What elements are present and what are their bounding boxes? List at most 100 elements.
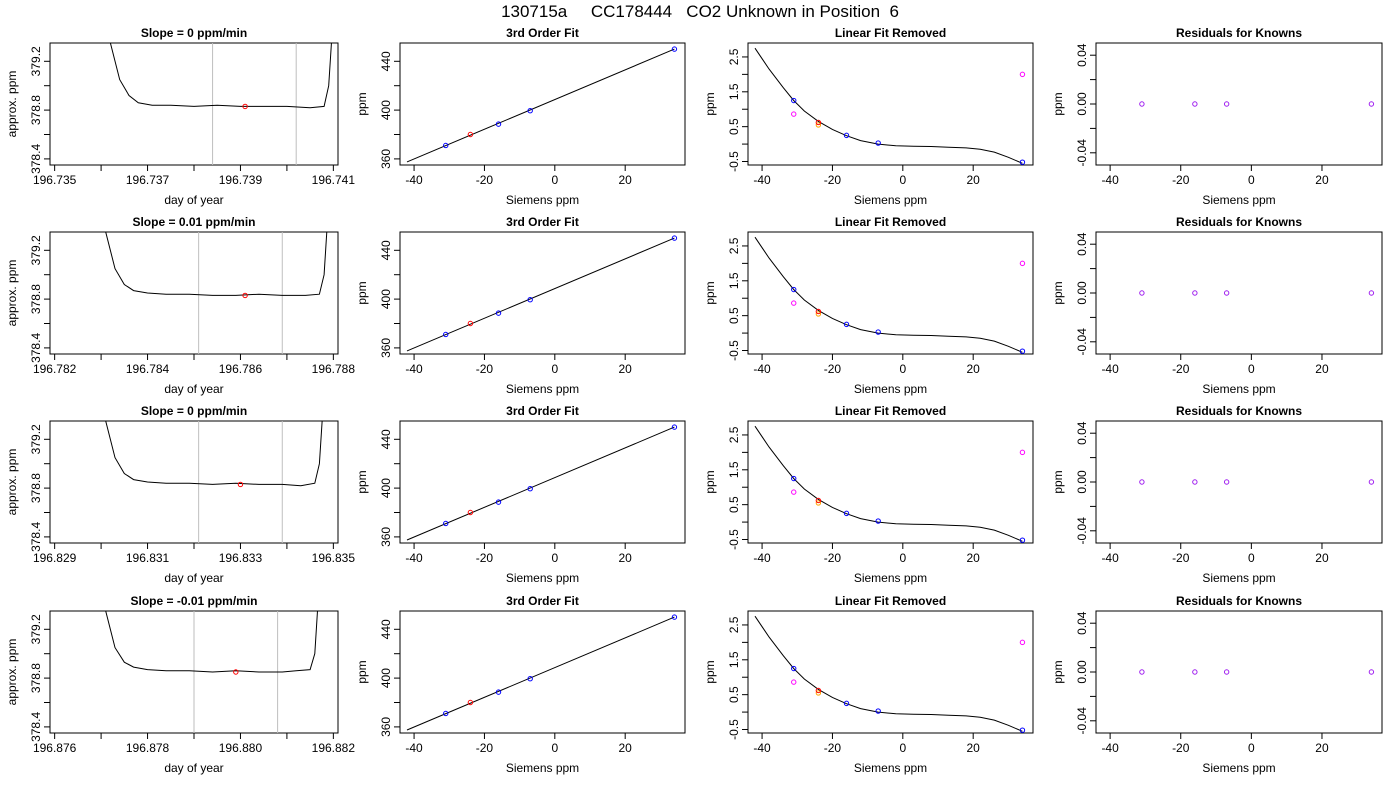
x-tick-label: 0 <box>899 551 906 565</box>
y-tick-label: 360 <box>379 338 393 358</box>
x-axis-label: Siemens ppm <box>1202 193 1275 207</box>
x-tick-label: 20 <box>619 551 633 565</box>
x-tick-label: 20 <box>967 362 981 376</box>
alternate-fit-point <box>791 679 797 685</box>
y-tick-label: 400 <box>379 289 393 309</box>
x-tick-label: 196.735 <box>33 173 77 187</box>
x-tick-label: 20 <box>1315 173 1329 187</box>
x-tick-label: -40 <box>405 741 423 755</box>
x-tick-label: 196.882 <box>312 741 356 755</box>
x-tick-label: 196.784 <box>126 362 170 376</box>
y-axis-label: ppm <box>355 470 369 493</box>
y-tick-label: 2.5 <box>727 616 741 633</box>
panel-title: Residuals for Knowns <box>1176 594 1302 608</box>
window-mean-marker <box>242 292 248 299</box>
y-tick-label: 0.04 <box>1075 232 1089 256</box>
unknown-sample-point <box>467 699 474 706</box>
plot-frame <box>399 420 686 544</box>
x-tick-label: -20 <box>1172 362 1190 376</box>
x-tick-label: 196.829 <box>33 551 77 565</box>
y-tick-label: -0.5 <box>727 719 741 740</box>
x-axis-label: day of year <box>164 382 223 396</box>
known-residual-point <box>1139 479 1145 485</box>
known-standard-point <box>671 46 678 52</box>
x-tick-label: 196.786 <box>219 362 263 376</box>
y-tick-label: 0.00 <box>1075 281 1089 305</box>
residual-curve <box>754 425 1023 542</box>
y-axis-label: ppm <box>703 470 717 493</box>
x-tick-label: 20 <box>619 173 633 187</box>
x-tick-label: -40 <box>1101 741 1119 755</box>
known-residual-point <box>1139 290 1145 296</box>
x-tick-label: 0 <box>1248 362 1255 376</box>
concentration-trace <box>105 421 323 487</box>
y-tick-label: 379.2 <box>29 46 43 76</box>
y-tick-label: 379.2 <box>29 424 43 454</box>
alternate-fit-point <box>1019 260 1026 267</box>
x-tick-label: 0 <box>551 551 558 565</box>
y-tick-label: -0.04 <box>1075 707 1089 735</box>
known-standard-point <box>443 331 449 338</box>
x-tick-label: 20 <box>619 362 633 376</box>
unknown-sample-point <box>467 131 474 138</box>
y-axis-label: approx. ppm <box>5 639 19 706</box>
x-axis-label: Siemens ppm <box>1202 382 1275 396</box>
known-residual-point <box>1223 479 1230 485</box>
x-tick-label: 0 <box>551 362 558 376</box>
plot-area <box>406 237 675 352</box>
y-tick-label: -0.04 <box>1075 517 1089 545</box>
plot-area <box>105 232 328 354</box>
alternate-fit-point <box>791 489 797 495</box>
y-axis-label: ppm <box>1051 281 1065 304</box>
x-tick-label: -40 <box>405 551 423 565</box>
known-residual-point <box>1368 669 1375 675</box>
known-standard-point <box>843 700 850 707</box>
x-tick-label: 20 <box>1315 741 1329 755</box>
unknown-alt-point <box>815 122 822 128</box>
panel-time_series-4: Slope = -0.01 ppm/min day of year approx. … <box>5 594 356 775</box>
panel-fit-4: 3rd Order Fit Siemens ppm ppm -40 -20 0 20 360 4… <box>355 594 686 775</box>
y-tick-label: 2.5 <box>727 237 741 254</box>
x-axis-label: Siemens ppm <box>1202 761 1275 775</box>
x-tick-label: -20 <box>824 173 842 187</box>
plot-frame <box>1095 231 1383 355</box>
known-residual-point <box>1223 290 1230 296</box>
x-tick-label: 20 <box>1315 551 1329 565</box>
panel-title: Slope = 0 ppm/min <box>141 26 247 40</box>
x-tick-label: 196.831 <box>126 551 170 565</box>
panel-title: Slope = -0.01 ppm/min <box>130 594 257 608</box>
x-tick-label: -20 <box>824 551 842 565</box>
unknown-alt-point <box>815 311 822 317</box>
y-tick-label: 0.04 <box>1075 421 1089 445</box>
x-tick-label: 20 <box>967 551 981 565</box>
known-standard-point <box>495 310 502 316</box>
x-tick-label: 196.835 <box>312 551 356 565</box>
alternate-fit-point <box>1019 639 1026 646</box>
known-standard-point <box>875 708 881 714</box>
y-tick-label: 400 <box>379 100 393 120</box>
x-tick-label: 0 <box>899 362 906 376</box>
plot-area <box>105 611 318 733</box>
x-axis-label: Siemens ppm <box>506 571 579 585</box>
y-tick-label: 440 <box>379 429 393 449</box>
x-tick-label: 196.878 <box>126 741 170 755</box>
x-tick-label: -20 <box>824 741 842 755</box>
known-residual-point <box>1368 290 1375 296</box>
panel-fit-3: 3rd Order Fit Siemens ppm ppm -40 -20 0 20 360 4… <box>355 404 686 585</box>
known-residual-point <box>1139 101 1145 107</box>
concentration-trace <box>105 611 318 673</box>
y-tick-label: 378.4 <box>29 712 43 742</box>
known-standard-point <box>443 520 449 527</box>
x-tick-label: 196.876 <box>33 741 77 755</box>
y-tick-label: 378.8 <box>29 663 43 693</box>
x-axis-label: Siemens ppm <box>854 382 927 396</box>
y-tick-label: 378.4 <box>29 144 43 174</box>
plot-frame <box>399 231 686 355</box>
y-tick-label: -0.5 <box>727 151 741 172</box>
y-axis-label: approx. ppm <box>5 260 19 327</box>
residual-curve <box>754 615 1023 732</box>
x-tick-label: 196.880 <box>219 741 263 755</box>
y-tick-label: 360 <box>379 717 393 737</box>
known-residual-point <box>1139 669 1145 675</box>
plot-frame <box>747 610 1034 734</box>
